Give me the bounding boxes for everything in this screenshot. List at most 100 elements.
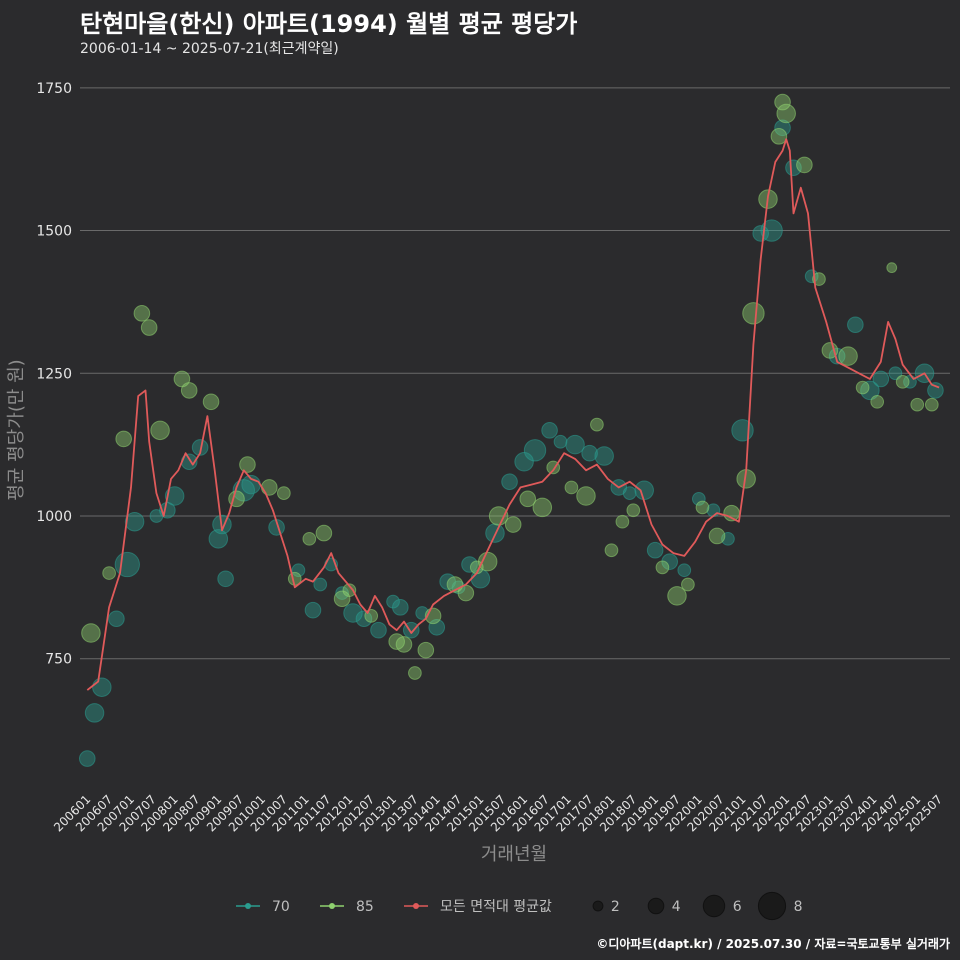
legend-size-icon xyxy=(592,900,604,912)
point-85 xyxy=(695,500,710,515)
point-70 xyxy=(108,610,125,628)
point-85 xyxy=(626,503,641,518)
point-85 xyxy=(140,319,158,336)
point-70 xyxy=(634,480,654,501)
average-line xyxy=(86,138,940,691)
point-70 xyxy=(661,553,679,570)
point-70 xyxy=(774,119,791,137)
point-70 xyxy=(304,601,322,619)
point-70 xyxy=(355,610,373,628)
chart-subtitle: 2006-01-14 ~ 2025-07-21(최근계약일) xyxy=(80,41,339,57)
point-85 xyxy=(81,623,101,643)
point-85 xyxy=(855,380,870,395)
point-85 xyxy=(395,636,413,653)
point-70 xyxy=(581,444,598,462)
point-85 xyxy=(477,551,498,572)
legend-size-icon xyxy=(702,894,726,918)
legend-size-icon xyxy=(757,891,787,921)
point-85 xyxy=(488,506,509,526)
legend-series-label: 70 xyxy=(272,899,290,915)
point-85 xyxy=(564,480,579,495)
point-70 xyxy=(594,446,614,466)
legend-size-icon xyxy=(647,897,665,915)
legend-series-label: 85 xyxy=(356,899,374,915)
point-70 xyxy=(860,380,880,401)
point-85 xyxy=(504,516,522,533)
point-70 xyxy=(565,434,585,455)
y-tick-label: 1750 xyxy=(36,81,72,97)
point-70 xyxy=(84,703,105,723)
legend-size-label: 6 xyxy=(733,899,742,915)
point-85 xyxy=(276,486,291,500)
point-70 xyxy=(313,577,328,592)
point-70 xyxy=(646,541,664,559)
point-85 xyxy=(681,577,695,592)
legend-size-label: 8 xyxy=(794,899,803,915)
point-70 xyxy=(501,473,518,491)
point-85 xyxy=(870,394,885,409)
point-85 xyxy=(590,417,604,432)
point-70 xyxy=(164,486,185,506)
point-85 xyxy=(770,128,788,145)
point-70 xyxy=(622,486,637,500)
legend-dot-icon xyxy=(329,903,335,909)
legend-series-label: 모든 면적대 평균값 xyxy=(440,899,552,915)
point-85 xyxy=(838,346,858,366)
point-85 xyxy=(812,272,826,286)
point-85 xyxy=(133,305,151,322)
x-axis-ticks: 2006012006072007012007072008012008072009… xyxy=(51,792,945,834)
point-85 xyxy=(708,527,726,545)
point-70 xyxy=(92,677,112,697)
y-tick-label: 1000 xyxy=(36,509,72,525)
point-85 xyxy=(667,586,687,606)
point-70 xyxy=(114,551,140,578)
chart-title: 탄현마을(한신) 아파트(1994) 월별 평균 평당가 xyxy=(80,10,578,38)
point-85 xyxy=(910,397,925,412)
point-85 xyxy=(342,583,357,598)
scatter-points xyxy=(78,93,944,767)
legend-size-label: 2 xyxy=(611,899,620,915)
point-70 xyxy=(927,382,944,399)
point-85 xyxy=(333,590,351,608)
point-70 xyxy=(392,599,409,616)
point-85 xyxy=(260,479,278,496)
point-70 xyxy=(760,219,783,242)
point-70 xyxy=(124,511,145,532)
point-85 xyxy=(604,543,619,558)
point-70 xyxy=(217,570,234,588)
point-70 xyxy=(291,563,306,578)
y-tick-label: 1500 xyxy=(36,224,72,240)
point-85 xyxy=(655,560,670,575)
point-70 xyxy=(541,422,558,439)
point-70 xyxy=(461,556,478,573)
x-axis-title: 거래년월 xyxy=(481,844,547,865)
point-70 xyxy=(872,370,890,388)
point-85 xyxy=(886,262,898,274)
point-85 xyxy=(924,397,939,412)
legend-dot-icon xyxy=(245,903,251,909)
point-70 xyxy=(78,750,96,767)
point-85 xyxy=(408,666,422,680)
point-85 xyxy=(239,456,256,473)
point-70 xyxy=(785,159,802,177)
chart-caption: ©디아파트(dapt.kr) / 2025.07.30 / 자료=국토교통부 실… xyxy=(596,937,950,951)
point-85 xyxy=(615,514,630,529)
point-85 xyxy=(774,93,791,111)
point-85 xyxy=(776,103,796,124)
point-85 xyxy=(532,497,553,518)
point-85 xyxy=(796,156,813,174)
point-70 xyxy=(731,419,754,442)
point-85 xyxy=(180,382,198,399)
point-85 xyxy=(519,490,537,508)
point-70 xyxy=(191,439,209,456)
point-85 xyxy=(742,302,765,325)
y-axis-ticks: 750 1000 1250 1500 1750 xyxy=(36,81,72,668)
point-85 xyxy=(302,531,317,546)
point-70 xyxy=(370,621,387,639)
point-70 xyxy=(335,586,349,600)
point-70 xyxy=(691,492,706,506)
y-tick-label: 1250 xyxy=(36,366,72,382)
y-axis-title: 평균 평당가(만 원) xyxy=(6,359,27,500)
legend: 70 85 모든 면적대 평균값 2 4 6 8 xyxy=(236,891,803,921)
